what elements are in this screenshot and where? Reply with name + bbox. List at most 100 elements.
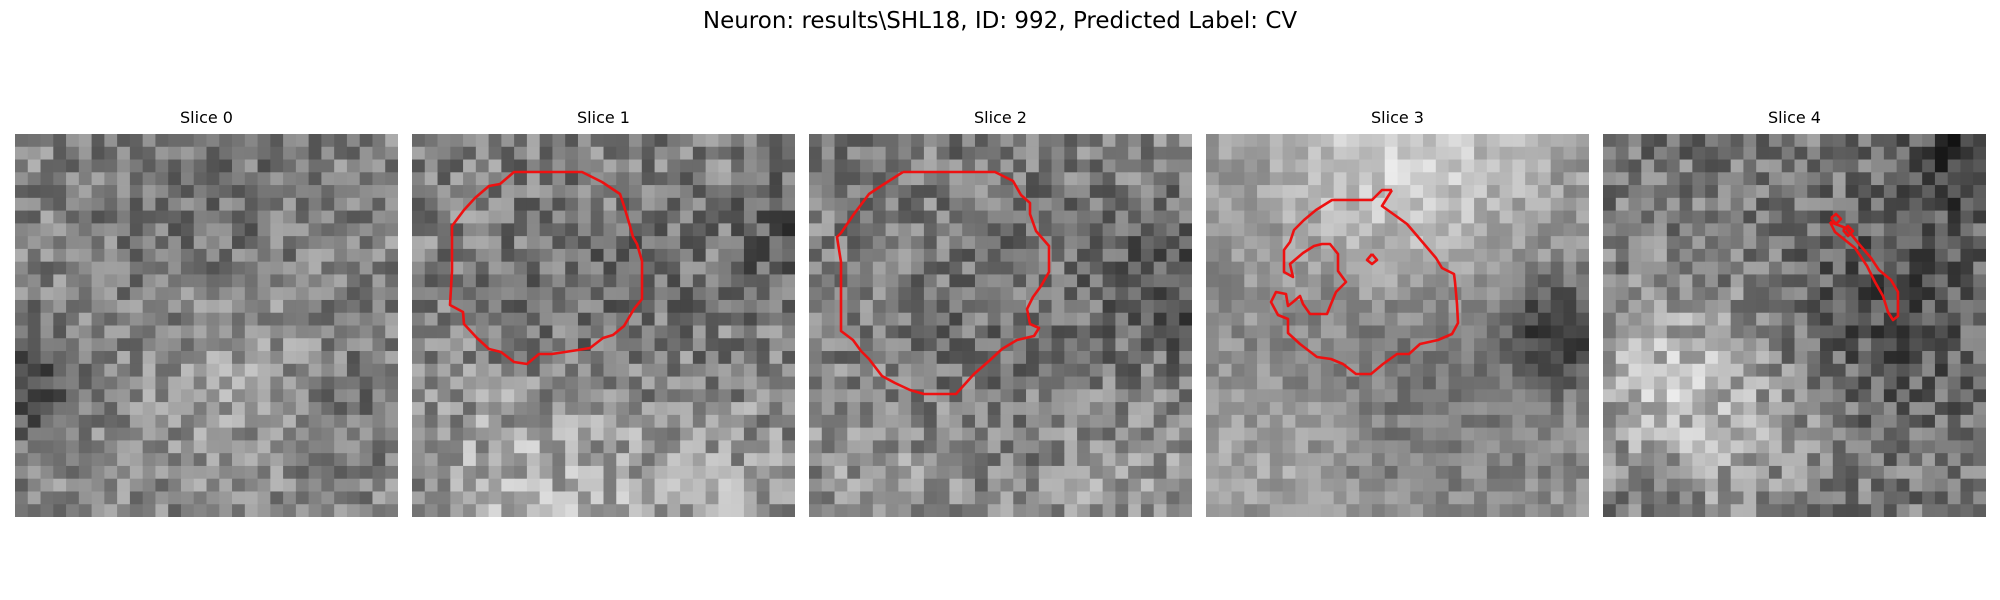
- image-pixel: [129, 274, 144, 288]
- image-pixel: [718, 261, 732, 275]
- image-pixel: [27, 236, 41, 250]
- image-pixel: [1206, 427, 1220, 441]
- image-pixel: [590, 440, 604, 454]
- image-pixel: [1679, 478, 1693, 492]
- image-pixel: [412, 414, 426, 429]
- image-pixel: [1845, 376, 1859, 390]
- image-pixel: [1615, 414, 1629, 429]
- image-pixel: [629, 146, 643, 160]
- image-pixel: [949, 351, 963, 365]
- image-pixel: [821, 389, 835, 403]
- image-pixel: [321, 159, 335, 173]
- image-pixel: [552, 210, 566, 224]
- image-pixel: [1654, 261, 1668, 275]
- image-pixel: [769, 185, 783, 199]
- image-pixel: [15, 325, 29, 339]
- image-pixel: [1153, 223, 1167, 237]
- image-pixel: [1499, 389, 1513, 403]
- image-pixel: [1064, 453, 1078, 467]
- image-pixel: [1845, 299, 1859, 314]
- image-pixel: [526, 414, 541, 429]
- image-pixel: [526, 274, 541, 288]
- image-pixel: [463, 134, 477, 148]
- image-pixel: [1410, 389, 1424, 403]
- image-pixel: [809, 465, 823, 480]
- image-pixel: [1089, 134, 1104, 148]
- image-pixel: [731, 338, 745, 352]
- image-pixel: [1474, 427, 1488, 441]
- image-pixel: [15, 274, 29, 288]
- image-pixel: [1359, 134, 1373, 148]
- image-pixel: [1359, 491, 1373, 505]
- image-pixel: [450, 248, 464, 263]
- image-pixel: [1934, 504, 1949, 517]
- image-pixel: [372, 414, 386, 429]
- image-pixel: [129, 363, 144, 377]
- image-pixel: [1153, 363, 1167, 377]
- image-pixel: [1244, 146, 1258, 160]
- image-pixel: [1179, 504, 1192, 517]
- image-pixel: [1743, 504, 1757, 517]
- image-pixel: [1026, 223, 1040, 237]
- image-pixel: [1692, 223, 1706, 237]
- image-pixel: [1000, 325, 1014, 339]
- image-pixel: [1922, 478, 1936, 492]
- image-pixel: [577, 402, 592, 416]
- image-pixel: [705, 414, 719, 429]
- image-pixel: [1359, 172, 1373, 186]
- image-pixel: [1705, 363, 1719, 377]
- image-pixel: [334, 351, 348, 365]
- image-pixel: [1615, 134, 1629, 148]
- image-pixel: [1257, 248, 1271, 263]
- image-pixel: [1922, 159, 1936, 173]
- image-pixel: [769, 478, 783, 492]
- image-pixel: [1820, 287, 1834, 301]
- image-pixel: [1474, 274, 1488, 288]
- image-pixel: [359, 159, 373, 173]
- image-pixel: [1026, 363, 1040, 377]
- image-pixel: [1896, 261, 1910, 275]
- image-pixel: [1537, 440, 1552, 454]
- image-pixel: [1756, 402, 1770, 416]
- image-pixel: [1218, 236, 1232, 250]
- image-pixel: [1140, 402, 1155, 416]
- image-pixel: [641, 274, 655, 288]
- image-pixel: [488, 223, 502, 237]
- image-pixel: [91, 236, 105, 250]
- image-pixel: [1089, 338, 1104, 352]
- image-pixel: [898, 159, 912, 173]
- image-pixel: [1013, 223, 1027, 237]
- image-pixel: [1115, 389, 1129, 403]
- image-pixel: [1768, 274, 1783, 288]
- image-pixel: [142, 440, 156, 454]
- image-pixel: [232, 363, 246, 377]
- image-pixel: [475, 146, 489, 160]
- image-pixel: [117, 197, 131, 211]
- image-pixel: [1486, 197, 1501, 211]
- image-pixel: [987, 146, 1001, 160]
- image-pixel: [1845, 274, 1859, 288]
- image-pixel: [270, 402, 284, 416]
- image-pixel: [308, 185, 322, 199]
- image-pixel: [1461, 504, 1475, 517]
- image-pixel: [641, 453, 655, 467]
- image-pixel: [1922, 236, 1936, 250]
- image-pixel: [1615, 478, 1629, 492]
- image-pixel: [78, 299, 92, 314]
- image-pixel: [821, 159, 835, 173]
- image-pixel: [654, 223, 668, 237]
- image-pixel: [872, 453, 886, 467]
- image-pixel: [782, 146, 795, 160]
- image-pixel: [667, 363, 681, 377]
- image-pixel: [847, 274, 861, 288]
- image-pixel: [974, 453, 989, 467]
- image-pixel: [219, 351, 233, 365]
- image-pixel: [1051, 185, 1065, 199]
- image-pixel: [1960, 287, 1974, 301]
- image-pixel: [1525, 312, 1539, 326]
- image-pixel: [1102, 197, 1116, 211]
- image-pixel: [1308, 159, 1322, 173]
- image-pixel: [1794, 402, 1808, 416]
- image-pixel: [590, 465, 604, 480]
- image-pixel: [1603, 261, 1617, 275]
